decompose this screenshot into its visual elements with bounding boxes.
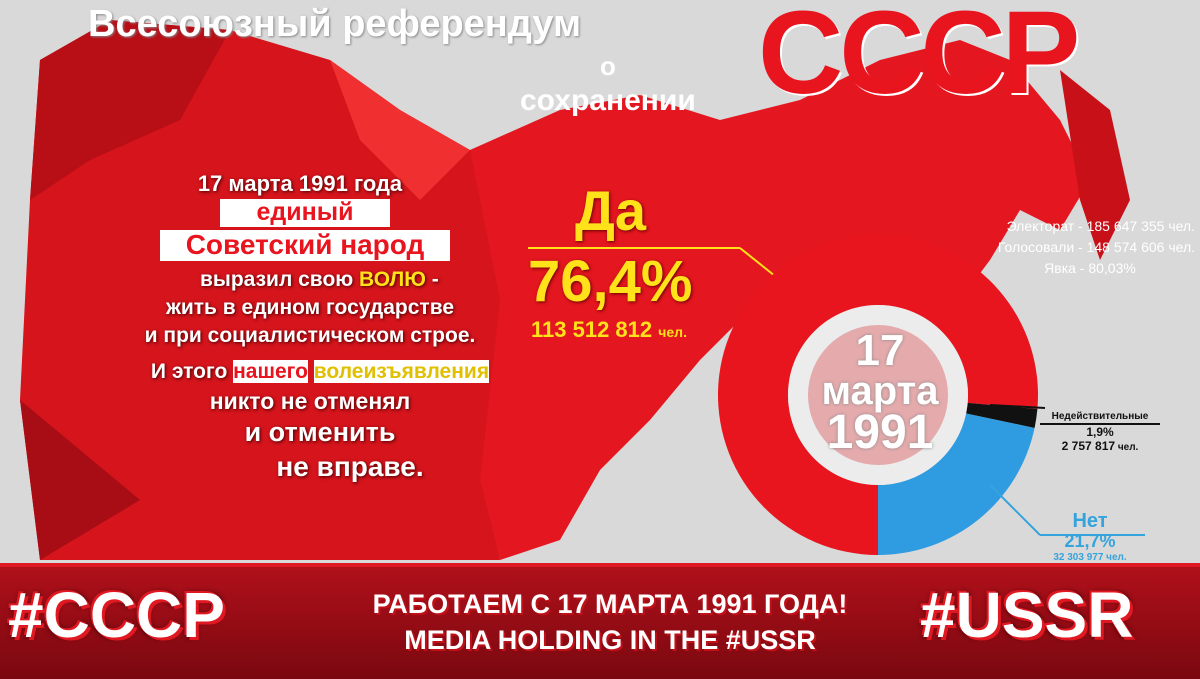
hashtag-ussr: #USSR bbox=[920, 579, 1134, 651]
title-line3: сохранении bbox=[520, 84, 696, 117]
text-line: единый bbox=[220, 198, 390, 227]
text-line: 17 марта 1991 года bbox=[197, 171, 403, 196]
turnout-stat: Явка - 80,03% bbox=[1044, 260, 1136, 276]
brand-logo: СССР bbox=[758, 0, 1080, 119]
banner-line2: MEDIA HOLDING IN THE #USSR bbox=[404, 625, 816, 655]
center-date: 17 марта 1991 bbox=[821, 326, 939, 459]
text-line: никто не отменял bbox=[209, 388, 411, 414]
map-shape bbox=[1060, 70, 1130, 260]
donut-hole bbox=[788, 305, 968, 485]
donut-slice-2 bbox=[878, 413, 1035, 555]
text-line: и при социалистическом строе. bbox=[144, 324, 476, 347]
bottom-banner bbox=[0, 563, 1200, 679]
fist-shape bbox=[330, 60, 470, 200]
map-shape bbox=[470, 40, 1090, 560]
donut-slice-0 bbox=[718, 235, 1038, 555]
text-line: Советский народ bbox=[160, 229, 450, 261]
no-label: Нет 21,7% 32 303 977 чел. bbox=[1053, 510, 1127, 563]
invalid-leader-line bbox=[989, 404, 1046, 409]
text-line: и отменить bbox=[244, 417, 396, 447]
fist-shape bbox=[30, 20, 230, 200]
voted-stat: Голосовали - 148 574 606 чел. bbox=[997, 239, 1195, 255]
text-line: не вправе. bbox=[276, 451, 424, 482]
donut-chart bbox=[718, 235, 1038, 555]
invalid-label: Недействительные 1,9% 2 757 817 чел. bbox=[1040, 411, 1160, 454]
donut-slice-1 bbox=[966, 402, 1038, 428]
yes-percent: 76,4% bbox=[528, 249, 693, 314]
banner-line1: РАБОТАЕМ С 17 МАРТА 1991 ГОДА! bbox=[372, 589, 848, 619]
title-line1: Всесоюзный референдум bbox=[88, 3, 582, 45]
electorate-stat: Электорат - 185 647 355 чел. bbox=[1006, 218, 1195, 234]
yes-label: Да bbox=[575, 179, 647, 242]
text-line: И этого нашего волеизъявления bbox=[150, 360, 490, 383]
title-line2: о bbox=[600, 51, 616, 81]
yes-count: 113 512 812 чел. bbox=[531, 317, 687, 342]
text-line: жить в едином государстве bbox=[165, 296, 455, 319]
fist-shape bbox=[20, 400, 140, 560]
net-leader-line bbox=[989, 484, 1041, 536]
hashtag-cccp: #CCCP bbox=[8, 579, 225, 651]
text-line: выразил свою ВОЛЮ - bbox=[200, 268, 439, 291]
